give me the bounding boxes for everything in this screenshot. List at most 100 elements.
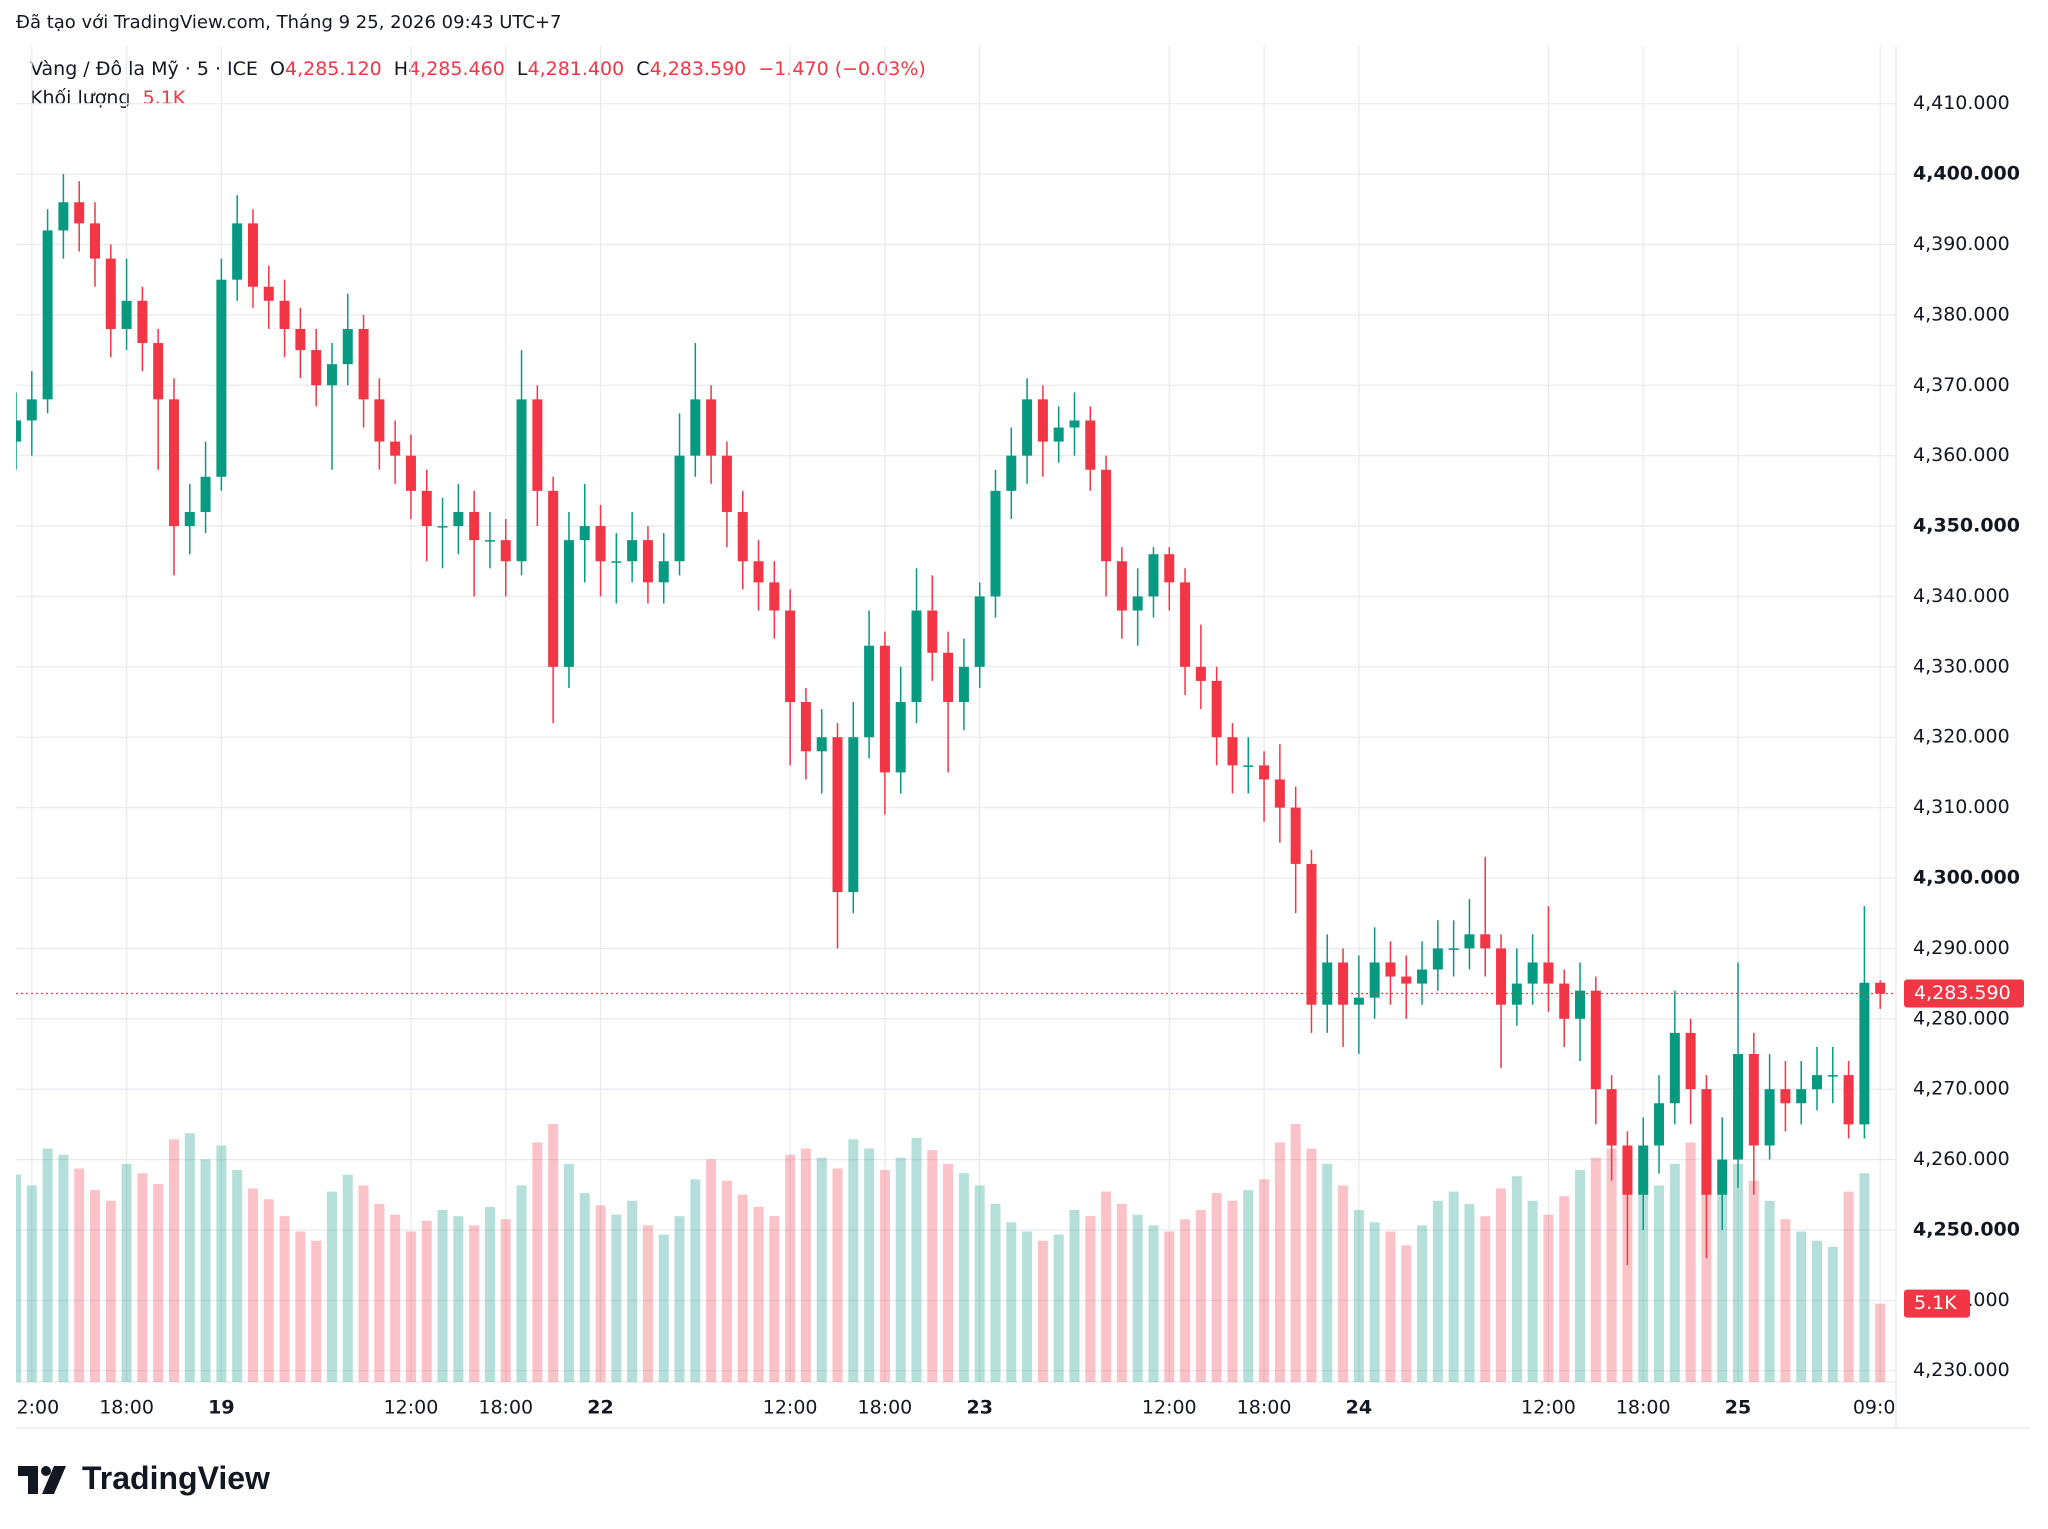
candle-body [1812,1075,1823,1090]
y-tick-label: 4,270.000 [1913,1078,2010,1100]
candle-body [1369,962,1380,998]
volume-bar [1527,1200,1538,1382]
candle-body [374,399,385,442]
candle-body [800,702,811,752]
legend: Vàng / Đô la Mỹ · 5 · ICE O4,285.120 H4,… [30,58,926,80]
candle-body [721,455,732,512]
candle-body [1654,1103,1665,1146]
volume-bar [1353,1210,1364,1382]
volume-bar [405,1231,416,1382]
candle-body [1259,765,1270,780]
candle-body [911,610,922,703]
volume-bar [1037,1240,1048,1382]
candle-body [1164,554,1175,583]
candle-body [1148,554,1159,597]
y-tick-label: 4,370.000 [1913,374,2010,396]
symbol: Vàng / Đô la Mỹ · 5 · ICE [30,58,258,80]
candle-body [1227,737,1238,766]
volume-bar [42,1148,53,1382]
candle-body [137,300,148,344]
legend-key: L [516,58,528,80]
candle-body [943,652,954,703]
candle-body [358,328,369,400]
volume-bar [974,1185,985,1382]
volume-bar [864,1148,875,1382]
candle-body [579,526,590,541]
x-tick-label: 09:00 [1853,1397,1908,1419]
volume-bar [1211,1193,1222,1382]
candle-body [532,399,543,491]
candle-body [769,582,780,611]
volume-bar [1306,1148,1317,1382]
candle-body [484,540,495,542]
volume-bar [1243,1190,1254,1382]
candle-body [864,645,875,738]
volume-bar [690,1179,701,1382]
candle-body [1322,962,1333,1005]
volume-bar [1543,1214,1554,1382]
candle-body [500,540,511,562]
chart: 12:00 18:00 19 12:00 18:00 22 12:00 18:00 23 12:0… [16,46,2030,1429]
candle-body [1875,982,1886,994]
volume-bar [153,1183,164,1382]
candle-body [1022,399,1033,456]
candle-body [1480,934,1491,949]
volume-bar [484,1206,495,1382]
volume-bar [706,1159,717,1382]
x-tick-label: 12:00 [384,1397,439,1419]
candle-body [263,286,274,301]
x-tick-label: 18:00 [858,1397,913,1419]
candle-body [753,561,764,583]
candle-body [168,399,179,527]
volume-bar [990,1203,1001,1382]
volume-bar [311,1240,322,1382]
candle-body [453,511,464,527]
volume-bar [1859,1173,1870,1382]
candle-body [121,300,132,329]
volume-bar [1685,1142,1696,1382]
candle-body [1764,1089,1775,1146]
volume-bar [1369,1222,1380,1382]
legend-value: 4,285.120 [285,58,382,80]
ohlc: O4,285.120 H4,285.460 L4,281.400 C4,283.… [270,58,758,80]
candle-body [785,610,796,703]
candle-body [42,230,53,400]
candle-body [1669,1032,1680,1104]
volume-bar [1274,1142,1285,1382]
volume-bar [1622,1154,1633,1382]
volume-bar [1085,1216,1096,1382]
x-tick-label: 12:00 [1521,1397,1576,1419]
volume-bar [1227,1200,1238,1382]
candle-body [1701,1089,1712,1195]
candle-body [974,596,985,667]
volume-bar [832,1168,843,1382]
volume-bar [1006,1222,1017,1382]
candle-body [1448,948,1459,950]
volume-bar [816,1157,827,1382]
y-tick-label: 4,310.000 [1913,796,2010,818]
x-tick-label: 18:00 [478,1397,533,1419]
volume-bar [1827,1246,1838,1382]
candle-body [927,610,938,653]
volume-bar [1116,1203,1127,1382]
candle-body [1606,1089,1617,1146]
candle-body [1401,976,1412,984]
candle-body [1843,1075,1854,1125]
y-tick-label: 4,330.000 [1913,655,2010,677]
volume-bar [1432,1200,1443,1382]
volume-bar [658,1234,669,1382]
volume-bar [74,1168,85,1382]
candle-body [848,737,859,893]
candle-body [1132,596,1143,611]
candle-body [690,399,701,456]
candle-body [390,441,401,456]
volume-badge [1904,1289,1970,1318]
candle-body [405,455,416,491]
volume-bar [848,1139,859,1382]
brand: TradingView [82,1460,270,1496]
candle-body [295,328,306,351]
volume-bar [1448,1191,1459,1382]
volume-bar [785,1154,796,1382]
volume-bar [627,1200,638,1382]
volume-bar [1401,1245,1412,1382]
